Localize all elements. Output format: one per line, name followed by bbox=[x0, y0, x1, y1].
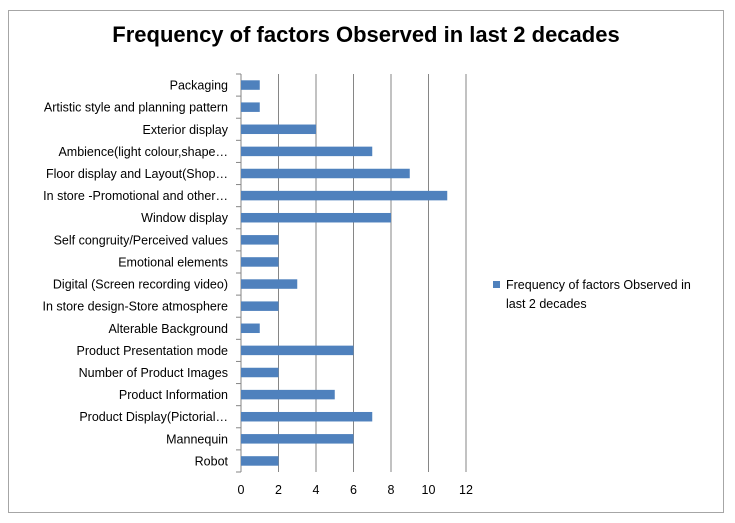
bar bbox=[241, 389, 335, 400]
category-label: Number of Product Images bbox=[79, 366, 228, 380]
x-tick-label: 12 bbox=[459, 483, 473, 497]
category-label: Mannequin bbox=[166, 432, 228, 446]
bar bbox=[241, 80, 260, 90]
bar bbox=[241, 257, 279, 267]
x-tick-label: 10 bbox=[422, 483, 436, 497]
bar bbox=[241, 279, 298, 289]
bar bbox=[241, 102, 260, 112]
x-tick-label: 4 bbox=[313, 483, 320, 497]
category-label: Product Information bbox=[119, 388, 228, 402]
category-label: Product Presentation mode bbox=[77, 344, 229, 358]
bar bbox=[241, 124, 316, 135]
bar bbox=[241, 235, 279, 245]
bar bbox=[241, 212, 391, 223]
category-label: Window display bbox=[141, 211, 229, 225]
category-label: Floor display and Layout(Shop… bbox=[46, 167, 228, 181]
x-tick-label: 8 bbox=[388, 483, 395, 497]
bar bbox=[241, 456, 279, 466]
bar bbox=[241, 434, 354, 444]
category-label: Emotional elements bbox=[118, 255, 228, 269]
category-label: Robot bbox=[195, 454, 229, 468]
bar bbox=[241, 301, 279, 311]
category-label: Digital (Screen recording video) bbox=[53, 278, 228, 292]
bar bbox=[241, 323, 260, 334]
chart-title: Frequency of factors Observed in last 2 … bbox=[112, 22, 620, 47]
category-label: Artistic style and planning pattern bbox=[44, 101, 228, 115]
category-label: Product Display(Pictorial… bbox=[79, 410, 228, 424]
x-tick-label: 2 bbox=[275, 483, 282, 497]
x-tick-label: 6 bbox=[350, 483, 357, 497]
legend-label: last 2 decades bbox=[506, 297, 587, 311]
bar bbox=[241, 345, 354, 356]
category-label: Self congruity/Perceived values bbox=[54, 233, 228, 247]
category-label: Exterior display bbox=[143, 123, 229, 137]
category-label: Alterable Background bbox=[108, 322, 228, 336]
category-label: In store design-Store atmosphere bbox=[42, 300, 228, 314]
category-label: In store -Promotional and other… bbox=[43, 189, 228, 203]
legend-swatch bbox=[493, 281, 500, 288]
bar bbox=[241, 367, 279, 378]
bar bbox=[241, 168, 410, 179]
legend-label: Frequency of factors Observed in bbox=[506, 278, 691, 292]
x-tick-label: 0 bbox=[238, 483, 245, 497]
bar bbox=[241, 411, 373, 422]
bar bbox=[241, 190, 448, 201]
category-label: Packaging bbox=[170, 79, 228, 93]
bar bbox=[241, 146, 373, 157]
category-label: Ambience(light colour,shape… bbox=[58, 145, 228, 159]
chart-frame bbox=[8, 10, 724, 513]
